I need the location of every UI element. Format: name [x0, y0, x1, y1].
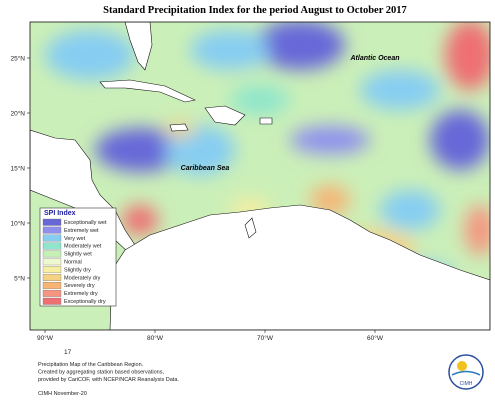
- lat-label: 15°N: [10, 165, 25, 173]
- title: Standard Precipitation Index for the per…: [103, 5, 407, 16]
- legend-swatch: [42, 242, 62, 250]
- sea-label: Caribbean Sea: [181, 165, 230, 172]
- legend-swatch: [42, 226, 62, 234]
- legend-label: Extremely wet: [64, 228, 99, 234]
- legend-swatch: [42, 218, 62, 226]
- legend-label: Exceptionally wet: [64, 220, 107, 226]
- logo-text: CIMH: [460, 381, 473, 387]
- legend-swatch: [42, 289, 62, 297]
- legend-label: Exceptionally dry: [64, 299, 106, 305]
- legend-swatch: [42, 274, 62, 281]
- lon-label: 90°W: [37, 334, 54, 342]
- legend-label: Moderately dry: [64, 275, 101, 281]
- legend: SPI Index Exceptionally wet Extremely wet…: [39, 207, 117, 307]
- logo: CIMH: [448, 354, 484, 390]
- lon-label: 60°W: [367, 334, 384, 342]
- legend-swatch: [42, 258, 62, 266]
- footer-line: Created by aggregating station based obs…: [38, 370, 164, 376]
- footer-line: Precipitation Map of the Caribbean Regio…: [38, 362, 144, 368]
- credit: CIMH November-20: [38, 391, 87, 397]
- legend-title: SPI Index: [44, 210, 76, 217]
- lat-label: 10°N: [10, 220, 25, 228]
- lon-labels: 90°W 80°W 70°W 60°W: [37, 330, 384, 342]
- legend-label: Very wet: [64, 236, 86, 242]
- lon-label: 70°W: [257, 334, 274, 342]
- legend-label: Slightly wet: [64, 252, 92, 258]
- footer: Precipitation Map of the Caribbean Regio…: [38, 362, 179, 383]
- legend-label: Normal: [64, 260, 82, 266]
- legend-swatch: [42, 266, 62, 274]
- legend-label: Moderately wet: [64, 244, 102, 250]
- legend-label: Severely dry: [64, 283, 95, 289]
- lat-label: 20°N: [10, 110, 25, 118]
- map-frame: [29, 21, 491, 331]
- legend-swatch: [42, 282, 62, 289]
- ocean-label: Atlantic Ocean: [349, 55, 399, 62]
- legend-swatch: [42, 234, 62, 242]
- legend-label: Extremely dry: [64, 291, 98, 297]
- lat-labels: 25°N 20°N 15°N 10°N 5°N: [10, 55, 30, 283]
- lon-label: 80°W: [147, 334, 164, 342]
- legend-label: Slightly dry: [64, 267, 91, 273]
- lat-label: 5°N: [14, 275, 25, 283]
- spi-field: [30, 22, 490, 330]
- legend-swatch: [42, 250, 62, 258]
- page-number: 17: [64, 349, 72, 356]
- lat-label: 25°N: [10, 55, 25, 63]
- legend-swatch: [42, 297, 62, 305]
- footer-line: provided by CariCOF, with NCEP/NCAR Rean…: [38, 377, 179, 383]
